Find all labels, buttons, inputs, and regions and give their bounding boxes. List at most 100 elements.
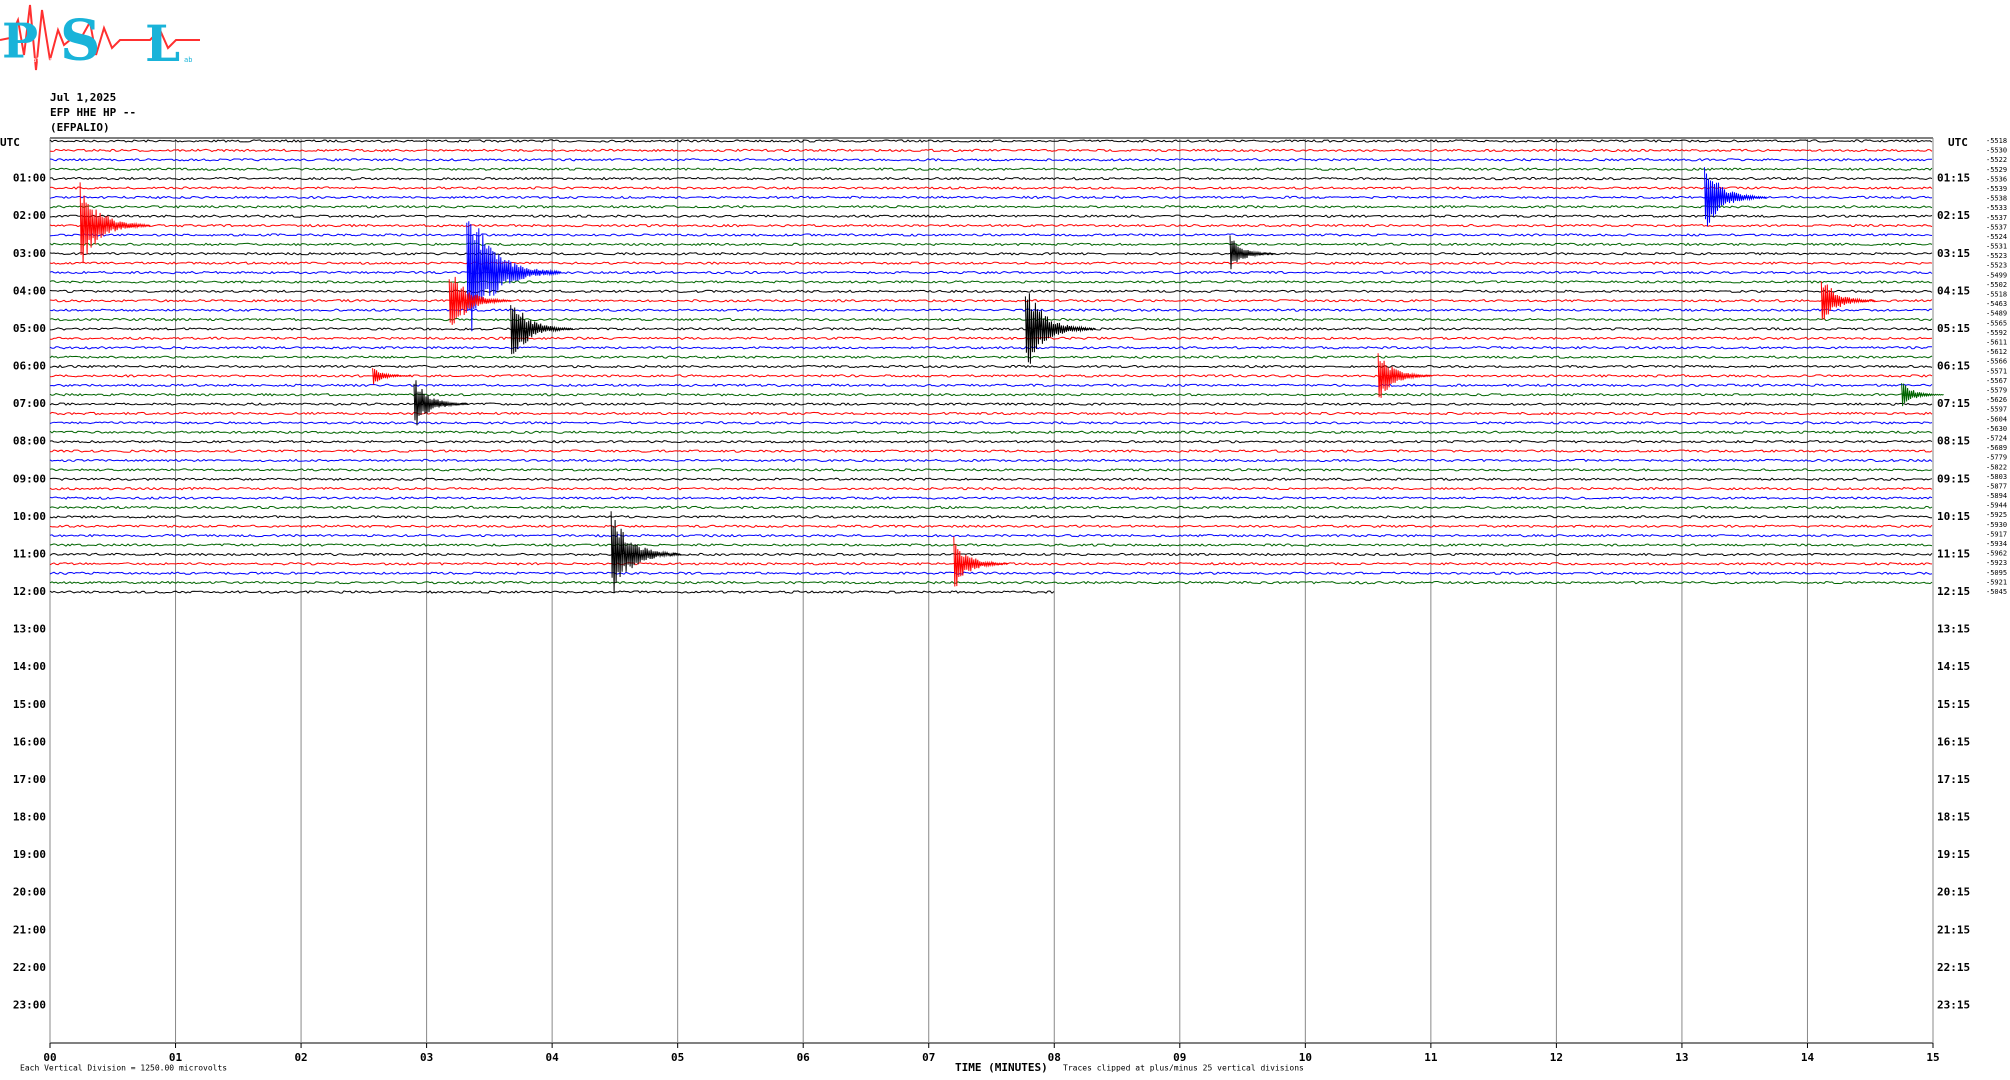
logo-text: ab bbox=[184, 56, 192, 64]
trace-offset: -5502 bbox=[1986, 281, 2007, 289]
trace bbox=[49, 214, 1933, 218]
left-hour-label: 11:00 bbox=[13, 547, 46, 560]
trace-offset: -5531 bbox=[1986, 243, 2007, 251]
trace bbox=[49, 477, 1933, 481]
trace bbox=[49, 233, 1933, 237]
location: (EFPALIO) bbox=[50, 121, 110, 134]
event bbox=[1820, 281, 1876, 320]
trace-offset: -5565 bbox=[1986, 319, 2007, 327]
trace bbox=[49, 439, 1933, 444]
trace bbox=[49, 261, 1933, 265]
x-tick-label: 04 bbox=[546, 1051, 560, 1064]
trace-offset: -5530 bbox=[1986, 147, 2007, 155]
left-hour-label: 13:00 bbox=[13, 623, 46, 636]
logo-wave bbox=[0, 4, 200, 71]
trace bbox=[49, 383, 1933, 388]
trace bbox=[49, 374, 1933, 378]
x-tick-label: 13 bbox=[1675, 1051, 1688, 1064]
event bbox=[953, 536, 1009, 587]
trace-offset: -5524 bbox=[1986, 233, 2007, 241]
trace-offset: -5923 bbox=[1986, 559, 2007, 567]
x-tick-label: 12 bbox=[1550, 1051, 1563, 1064]
trace bbox=[49, 176, 1933, 181]
right-hour-label: 07:15 bbox=[1937, 397, 1970, 410]
trace-offset: -5930 bbox=[1986, 521, 2007, 529]
x-tick-label: 09 bbox=[1173, 1051, 1186, 1064]
time-zone: UTC bbox=[1948, 136, 1968, 149]
trace bbox=[49, 298, 1933, 303]
left-hour-label: 14:00 bbox=[13, 660, 46, 673]
event bbox=[1024, 293, 1096, 364]
left-hour-label: 04:00 bbox=[13, 284, 46, 297]
x-tick-label: 01 bbox=[169, 1051, 183, 1064]
trace-offset: -5612 bbox=[1986, 348, 2007, 356]
left-hour-label: 08:00 bbox=[13, 435, 46, 448]
time-zone: UTC bbox=[0, 136, 20, 149]
trace-offset: -5539 bbox=[1986, 185, 2007, 193]
trace-offset: -5822 bbox=[1986, 463, 2007, 471]
left-hour-label: 05:00 bbox=[13, 322, 46, 335]
left-hour-label: 02:00 bbox=[13, 209, 46, 222]
trace bbox=[49, 308, 1933, 312]
x-tick-label: 03 bbox=[420, 1051, 433, 1064]
left-hour-label: 19:00 bbox=[13, 848, 46, 861]
left-hour-label: 06:00 bbox=[13, 360, 46, 373]
x-tick-label: 10 bbox=[1299, 1051, 1312, 1064]
trace bbox=[49, 458, 1933, 463]
trace bbox=[49, 505, 1933, 510]
trace-offset: -5536 bbox=[1986, 175, 2007, 183]
trace-offset: -5533 bbox=[1986, 204, 2007, 212]
clip-note: Traces clipped at plus/minus 25 vertical… bbox=[1063, 1064, 1304, 1073]
trace-offset: -5894 bbox=[1986, 492, 2007, 500]
trace bbox=[49, 571, 1933, 575]
right-hour-label: 05:15 bbox=[1937, 322, 1970, 335]
event bbox=[372, 368, 411, 385]
trace bbox=[49, 167, 1933, 171]
left-hour-label: 20:00 bbox=[13, 886, 46, 899]
logo-letter: S bbox=[60, 8, 100, 74]
trace-offset: -5571 bbox=[1986, 367, 2007, 375]
trace bbox=[49, 251, 1933, 256]
trace-offset: -5597 bbox=[1986, 406, 2007, 414]
trace bbox=[49, 186, 1933, 190]
left-hour-label: 07:00 bbox=[13, 397, 46, 410]
trace bbox=[49, 590, 1055, 594]
trace bbox=[49, 468, 1933, 472]
trace bbox=[49, 524, 1933, 529]
trace bbox=[49, 580, 1933, 585]
trace-offset: -5566 bbox=[1986, 358, 2007, 366]
event bbox=[79, 182, 151, 264]
right-hour-label: 08:15 bbox=[1937, 435, 1970, 448]
trace bbox=[49, 355, 1933, 359]
right-hour-label: 17:15 bbox=[1937, 773, 1970, 786]
trace-offset: -5934 bbox=[1986, 540, 2007, 548]
left-hour-label: 17:00 bbox=[13, 773, 46, 786]
right-hour-label: 13:15 bbox=[1937, 623, 1970, 636]
logo-text: atras bbox=[32, 56, 53, 64]
x-axis-label: TIME (MINUTES) bbox=[955, 1061, 1048, 1074]
trace-offset: -5567 bbox=[1986, 377, 2007, 385]
trace bbox=[49, 317, 1933, 322]
scale-note: Each Vertical Division = 1250.00 microvo… bbox=[20, 1064, 227, 1073]
event bbox=[1377, 353, 1433, 398]
event bbox=[1704, 167, 1767, 227]
right-hour-label: 15:15 bbox=[1937, 698, 1970, 711]
trace-offset: -5523 bbox=[1986, 252, 2007, 260]
trace-offset: -5962 bbox=[1986, 550, 2007, 558]
trace bbox=[49, 270, 1933, 275]
trace-offset: -5724 bbox=[1986, 434, 2007, 442]
event bbox=[1901, 383, 1944, 407]
trace bbox=[49, 552, 1933, 557]
trace bbox=[49, 336, 1933, 341]
station: EFP HHE HP -- bbox=[50, 106, 136, 119]
event bbox=[466, 221, 562, 332]
x-tick-label: 00 bbox=[43, 1051, 56, 1064]
right-hour-label: 14:15 bbox=[1937, 660, 1970, 673]
trace bbox=[49, 411, 1933, 416]
trace-offset: -5604 bbox=[1986, 415, 2007, 423]
right-hour-label: 09:15 bbox=[1937, 472, 1970, 485]
right-hour-label: 10:15 bbox=[1937, 510, 1970, 523]
trace-offset: -5921 bbox=[1986, 578, 2007, 586]
x-tick-label: 06 bbox=[797, 1051, 811, 1064]
left-hour-label: 10:00 bbox=[13, 510, 46, 523]
